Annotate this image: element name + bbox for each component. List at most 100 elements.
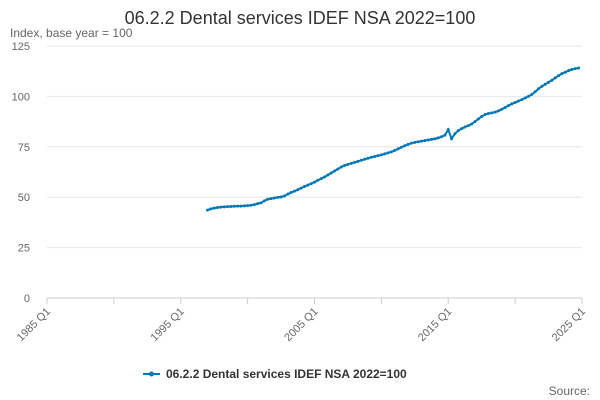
x-tick-label: 1995 Q1 xyxy=(149,306,187,344)
series-line xyxy=(207,66,579,212)
y-tick-label: 100 xyxy=(12,91,30,103)
data-point xyxy=(373,154,377,158)
data-point xyxy=(279,195,283,199)
data-point xyxy=(486,112,490,116)
data-point xyxy=(527,94,530,98)
x-tick-label: 2025 Q1 xyxy=(550,306,588,344)
data-point xyxy=(473,120,477,124)
data-point xyxy=(343,164,347,168)
data-point xyxy=(483,113,487,117)
data-point xyxy=(232,204,236,208)
data-point xyxy=(463,125,467,129)
data-point xyxy=(510,102,514,106)
data-point xyxy=(349,161,353,165)
data-point xyxy=(246,204,250,208)
data-point xyxy=(440,135,444,139)
data-point xyxy=(426,138,430,142)
data-point xyxy=(530,92,534,96)
data-point xyxy=(363,157,367,161)
data-point xyxy=(226,205,230,209)
x-tick-label: 2005 Q1 xyxy=(282,306,320,344)
data-point xyxy=(266,197,270,201)
data-point xyxy=(222,205,226,209)
data-point xyxy=(276,195,280,199)
data-point xyxy=(523,96,527,100)
data-point xyxy=(520,98,524,102)
data-point xyxy=(570,67,574,71)
legend-label: 06.2.2 Dental services IDEF NSA 2022=100 xyxy=(166,367,407,381)
data-point xyxy=(272,196,276,200)
data-point xyxy=(329,171,333,175)
data-point xyxy=(577,66,581,70)
x-tick-label: 2015 Q1 xyxy=(416,306,454,344)
data-point xyxy=(379,153,383,157)
data-point xyxy=(480,115,484,119)
data-point xyxy=(490,111,494,115)
data-point xyxy=(319,177,323,181)
data-point xyxy=(389,150,393,154)
y-tick-label: 0 xyxy=(24,293,30,305)
data-point xyxy=(323,175,327,179)
data-point xyxy=(292,189,296,193)
data-point xyxy=(239,204,243,208)
data-point xyxy=(413,140,417,144)
data-point xyxy=(563,70,567,74)
data-point xyxy=(299,186,303,190)
data-point xyxy=(466,124,470,128)
data-point xyxy=(339,165,343,169)
y-tick-label: 25 xyxy=(18,243,30,255)
data-point xyxy=(212,206,216,210)
data-point xyxy=(533,90,537,94)
data-point xyxy=(430,137,434,141)
data-point xyxy=(356,159,360,163)
data-point xyxy=(219,205,223,209)
data-point xyxy=(406,142,410,146)
data-point xyxy=(383,152,387,156)
data-point xyxy=(396,147,400,151)
data-point xyxy=(386,151,390,155)
data-point xyxy=(409,141,413,145)
y-axis-label: Index, base year = 100 xyxy=(10,26,133,40)
data-point xyxy=(216,205,220,209)
data-point xyxy=(560,72,564,76)
data-point xyxy=(443,133,447,137)
data-point xyxy=(316,178,320,182)
data-point xyxy=(393,148,397,152)
y-tick-label: 75 xyxy=(18,142,30,154)
data-point xyxy=(259,201,263,205)
legend-marker xyxy=(149,371,154,377)
data-point xyxy=(306,183,310,187)
data-point xyxy=(209,207,213,211)
data-point xyxy=(252,203,256,207)
data-point xyxy=(346,162,350,166)
data-point xyxy=(460,127,464,131)
data-point xyxy=(313,180,316,184)
data-point xyxy=(256,202,260,206)
data-point xyxy=(249,203,253,207)
data-point xyxy=(423,139,427,143)
data-point xyxy=(496,109,500,113)
y-tick-label: 125 xyxy=(12,41,30,53)
data-point xyxy=(456,129,460,133)
x-tick-label: 1985 Q1 xyxy=(15,306,53,344)
data-point xyxy=(433,137,437,141)
data-point xyxy=(550,78,554,82)
data-point xyxy=(543,82,547,86)
data-point xyxy=(513,100,517,104)
data-point xyxy=(269,197,273,201)
legend[interactable]: 06.2.2 Dental services IDEF NSA 2022=100 xyxy=(143,367,407,381)
data-point xyxy=(436,136,440,140)
data-point xyxy=(206,208,209,212)
data-point xyxy=(503,105,507,109)
data-point xyxy=(366,156,370,160)
data-point xyxy=(476,117,480,121)
data-point xyxy=(359,158,363,162)
data-point xyxy=(333,169,337,173)
data-point xyxy=(416,140,420,144)
gridlines xyxy=(47,45,582,299)
plot-area xyxy=(206,66,581,212)
data-point xyxy=(376,154,380,158)
data-point xyxy=(403,144,407,148)
data-point xyxy=(516,99,520,103)
